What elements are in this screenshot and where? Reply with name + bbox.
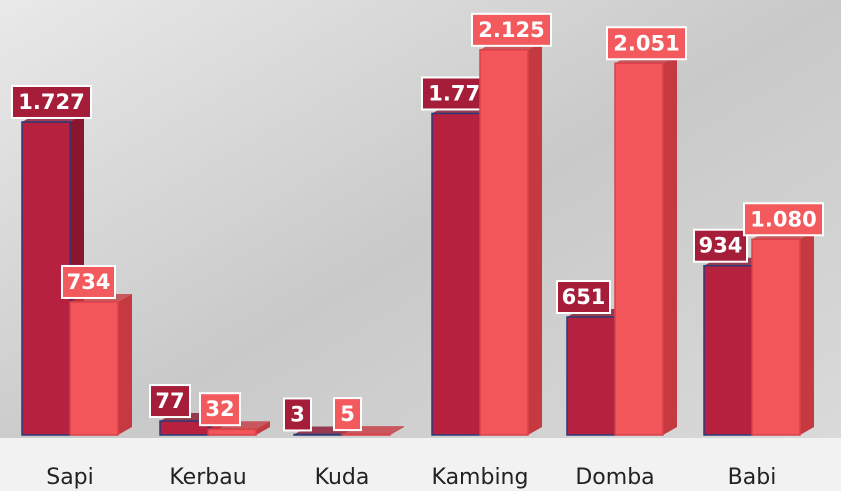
bar bbox=[293, 433, 343, 436]
bar bbox=[479, 49, 529, 436]
value-label: 1.080 bbox=[750, 207, 816, 231]
value-label: 2.125 bbox=[478, 18, 544, 42]
value-label-box bbox=[471, 12, 552, 47]
value-label: 1.727 bbox=[18, 90, 84, 114]
bar-side bbox=[663, 55, 677, 435]
value-label: 934 bbox=[699, 234, 743, 258]
value-label-box bbox=[333, 397, 362, 432]
value-label: 734 bbox=[67, 270, 111, 294]
bar bbox=[69, 301, 119, 436]
bar-side bbox=[118, 293, 132, 435]
value-label-box bbox=[693, 228, 748, 263]
value-label-box bbox=[606, 26, 687, 61]
value-label-box bbox=[199, 392, 241, 427]
value-label: 77 bbox=[155, 389, 184, 413]
bar-side bbox=[390, 426, 404, 435]
bar-side bbox=[800, 231, 814, 435]
x-tick-label: Domba bbox=[575, 465, 654, 490]
bar-side bbox=[256, 421, 270, 435]
value-label: 651 bbox=[562, 285, 606, 309]
x-tick-label: Sapi bbox=[46, 465, 94, 490]
bar bbox=[566, 316, 616, 436]
x-tick-label: Kuda bbox=[315, 465, 370, 490]
value-label-box bbox=[283, 397, 312, 432]
x-tick-label: Babi bbox=[728, 465, 777, 490]
bar bbox=[703, 264, 753, 436]
value-label-box bbox=[556, 280, 611, 315]
x-tick-label: Kerbau bbox=[169, 465, 246, 490]
bar bbox=[751, 238, 801, 436]
value-label-box bbox=[743, 202, 824, 237]
value-label: 32 bbox=[205, 397, 234, 421]
bar bbox=[614, 62, 664, 436]
bar bbox=[159, 420, 209, 436]
value-label-box bbox=[11, 84, 92, 119]
value-label-box bbox=[61, 264, 116, 299]
value-label: 3 bbox=[290, 402, 305, 426]
bar-side bbox=[528, 41, 542, 435]
bar bbox=[207, 428, 257, 436]
value-label-box bbox=[149, 384, 191, 419]
bar bbox=[341, 433, 391, 436]
value-label: 5 bbox=[340, 402, 355, 426]
bar bbox=[431, 112, 481, 436]
x-tick-label: Kambing bbox=[432, 465, 529, 490]
floor bbox=[0, 438, 841, 491]
value-label: 2.051 bbox=[613, 31, 679, 55]
